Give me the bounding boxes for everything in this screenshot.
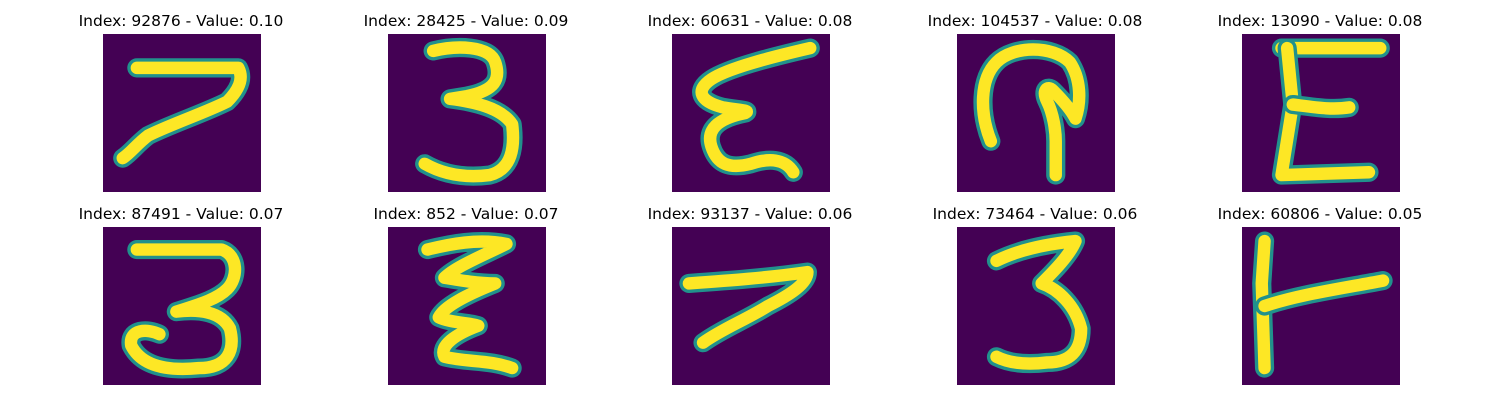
glyph-7-a bbox=[103, 34, 261, 192]
panel-title: Index: 73464 - Value: 0.06 bbox=[932, 205, 1138, 223]
glyph-image bbox=[672, 227, 830, 385]
glyph-image bbox=[957, 227, 1115, 385]
panel-title: Index: 104537 - Value: 0.08 bbox=[927, 12, 1143, 30]
glyph-image bbox=[672, 34, 830, 192]
glyph-image bbox=[388, 34, 546, 192]
glyph-loop bbox=[957, 34, 1115, 192]
glyph-z bbox=[388, 227, 546, 385]
glyph-image bbox=[1242, 227, 1400, 385]
panel-title: Index: 60631 - Value: 0.08 bbox=[647, 12, 853, 30]
panel-title: Index: 852 - Value: 0.07 bbox=[373, 205, 559, 223]
glyph-3-c bbox=[957, 227, 1115, 385]
glyph-e-b bbox=[1242, 34, 1400, 192]
glyph-e-a bbox=[672, 34, 830, 192]
glyph-3-b bbox=[103, 227, 261, 385]
panel-title: Index: 93137 - Value: 0.06 bbox=[647, 205, 853, 223]
glyph-image bbox=[103, 227, 261, 385]
glyph-3-a bbox=[388, 34, 546, 192]
glyph-image bbox=[1242, 34, 1400, 192]
glyph-t bbox=[1242, 227, 1400, 385]
glyph-image bbox=[103, 34, 261, 192]
glyph-7-b bbox=[672, 227, 830, 385]
panel-title: Index: 13090 - Value: 0.08 bbox=[1217, 12, 1423, 30]
panel-title: Index: 28425 - Value: 0.09 bbox=[363, 12, 569, 30]
panel-title: Index: 87491 - Value: 0.07 bbox=[78, 205, 284, 223]
glyph-image bbox=[388, 227, 546, 385]
panel-title: Index: 92876 - Value: 0.10 bbox=[78, 12, 284, 30]
glyph-image bbox=[957, 34, 1115, 192]
panel-title: Index: 60806 - Value: 0.05 bbox=[1217, 205, 1423, 223]
